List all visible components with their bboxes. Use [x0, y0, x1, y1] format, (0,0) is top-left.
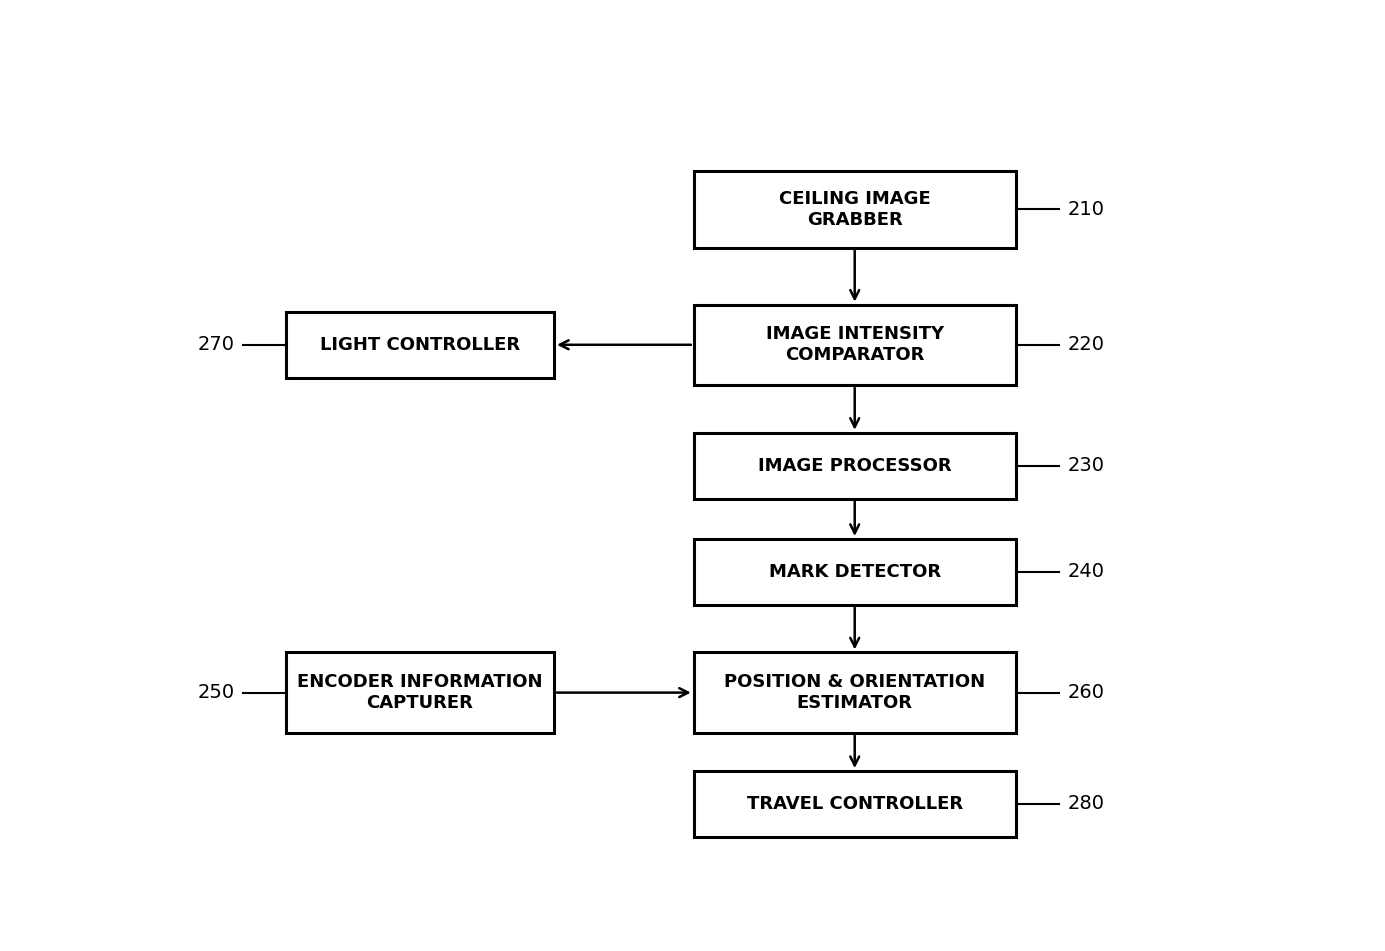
FancyBboxPatch shape — [694, 433, 1015, 498]
FancyBboxPatch shape — [694, 771, 1015, 837]
FancyBboxPatch shape — [285, 312, 554, 378]
Text: 240: 240 — [1068, 562, 1104, 581]
Text: POSITION & ORIENTATION
ESTIMATOR: POSITION & ORIENTATION ESTIMATOR — [724, 673, 985, 712]
Text: LIGHT CONTROLLER: LIGHT CONTROLLER — [320, 336, 519, 354]
FancyBboxPatch shape — [285, 652, 554, 733]
Text: CEILING IMAGE
GRABBER: CEILING IMAGE GRABBER — [778, 190, 931, 228]
Text: 250: 250 — [197, 683, 234, 702]
Text: IMAGE INTENSITY
COMPARATOR: IMAGE INTENSITY COMPARATOR — [766, 325, 943, 364]
FancyBboxPatch shape — [694, 539, 1015, 605]
Text: MARK DETECTOR: MARK DETECTOR — [769, 563, 940, 581]
Text: ENCODER INFORMATION
CAPTURER: ENCODER INFORMATION CAPTURER — [298, 673, 543, 712]
Text: 270: 270 — [197, 336, 234, 355]
Text: 280: 280 — [1068, 794, 1104, 813]
FancyBboxPatch shape — [694, 304, 1015, 385]
Text: 230: 230 — [1068, 456, 1104, 476]
Text: 220: 220 — [1068, 336, 1104, 355]
FancyBboxPatch shape — [694, 652, 1015, 733]
FancyBboxPatch shape — [694, 171, 1015, 248]
Text: IMAGE PROCESSOR: IMAGE PROCESSOR — [758, 456, 951, 475]
Text: 260: 260 — [1068, 683, 1104, 702]
Text: TRAVEL CONTROLLER: TRAVEL CONTROLLER — [747, 795, 963, 813]
Text: 210: 210 — [1068, 200, 1104, 219]
